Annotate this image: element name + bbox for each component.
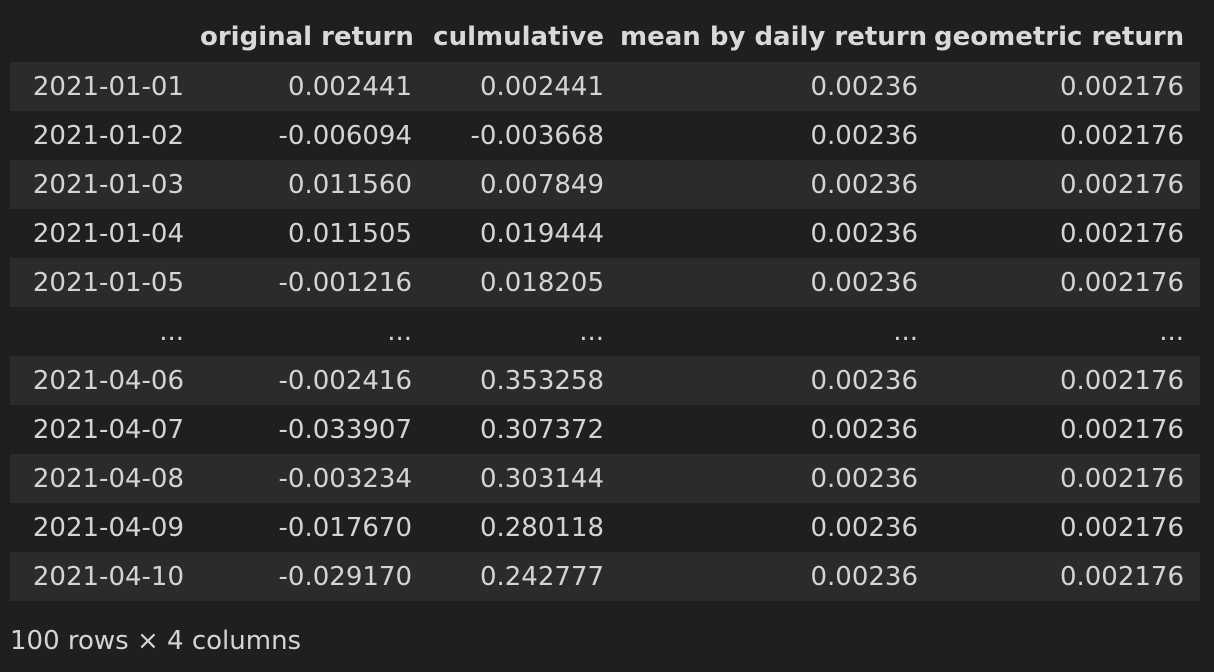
- table-cell: ...: [579, 316, 604, 347]
- table-cell: 0.00236: [810, 120, 918, 151]
- row-index: 2021-04-10: [32, 561, 184, 592]
- table-cell: 0.00236: [810, 169, 918, 200]
- header-row: original return culmulative mean by dail…: [10, 12, 1200, 62]
- table-cell: 0.00236: [810, 267, 918, 298]
- table-cell: -0.017670: [278, 512, 412, 543]
- table-cell: 0.011505: [287, 218, 412, 249]
- row-index: 2021-01-04: [32, 218, 184, 249]
- table-cell: 0.002176: [1059, 365, 1184, 396]
- table-cell: -0.003234: [278, 463, 412, 494]
- row-index: ...: [159, 316, 184, 347]
- table-cell: 0.002176: [1059, 512, 1184, 543]
- row-index: 2021-01-03: [32, 169, 184, 200]
- row-index: 2021-01-05: [32, 267, 184, 298]
- row-index: 2021-01-01: [32, 71, 184, 102]
- table-row: 2021-01-02 -0.006094 -0.003668 0.00236 0…: [10, 111, 1200, 160]
- table-cell: 0.00236: [810, 561, 918, 592]
- column-header-original-return: original return: [200, 12, 428, 62]
- table-cell: ...: [1159, 316, 1184, 347]
- table-cell: -0.029170: [278, 561, 412, 592]
- table-cell: 0.002176: [1059, 561, 1184, 592]
- column-header-mean-by-daily-return: mean by daily return: [620, 12, 934, 62]
- table-cell: 0.00236: [810, 463, 918, 494]
- table-cell: ...: [893, 316, 918, 347]
- table-cell: 0.00236: [810, 414, 918, 445]
- table-row: 2021-01-04 0.011505 0.019444 0.00236 0.0…: [10, 209, 1200, 258]
- table-cell: 0.353258: [479, 365, 604, 396]
- table-cell: 0.00236: [810, 512, 918, 543]
- table-cell: 0.00236: [810, 71, 918, 102]
- column-header-culmulative: culmulative: [428, 12, 620, 62]
- table-row: 2021-04-06 -0.002416 0.353258 0.00236 0.…: [10, 356, 1200, 405]
- row-index: 2021-04-06: [32, 365, 184, 396]
- table-cell: 0.303144: [479, 463, 604, 494]
- table-cell: 0.002176: [1059, 463, 1184, 494]
- table-row: 2021-04-09 -0.017670 0.280118 0.00236 0.…: [10, 503, 1200, 552]
- table-cell: 0.00236: [810, 218, 918, 249]
- table-cell: 0.011560: [287, 169, 412, 200]
- table-cell: 0.002176: [1059, 267, 1184, 298]
- dataframe-table: original return culmulative mean by dail…: [10, 12, 1200, 601]
- table-cell: 0.002176: [1059, 218, 1184, 249]
- dataframe-output: original return culmulative mean by dail…: [10, 12, 1202, 601]
- dataframe-shape-summary: 100 rows × 4 columns: [10, 626, 302, 656]
- table-cell: 0.002176: [1059, 120, 1184, 151]
- table-row: 2021-01-01 0.002441 0.002441 0.00236 0.0…: [10, 62, 1200, 111]
- table-row: 2021-01-03 0.011560 0.007849 0.00236 0.0…: [10, 160, 1200, 209]
- table-cell: -0.001216: [278, 267, 412, 298]
- table-row: 2021-04-08 -0.003234 0.303144 0.00236 0.…: [10, 454, 1200, 503]
- row-index: 2021-04-09: [32, 512, 184, 543]
- table-cell: -0.002416: [278, 365, 412, 396]
- ellipsis-row: ... ... ... ... ...: [10, 307, 1200, 356]
- table-cell: 0.002441: [287, 71, 412, 102]
- table-cell: 0.002176: [1059, 169, 1184, 200]
- table-cell: 0.002176: [1059, 414, 1184, 445]
- column-header-geometric-return: geometric return: [934, 12, 1200, 62]
- table-row: 2021-04-10 -0.029170 0.242777 0.00236 0.…: [10, 552, 1200, 601]
- row-index: 2021-01-02: [32, 120, 184, 151]
- index-header: [10, 12, 200, 62]
- table-cell: 0.002441: [479, 71, 604, 102]
- table-cell: -0.006094: [278, 120, 412, 151]
- table-cell: 0.007849: [479, 169, 604, 200]
- table-row: 2021-04-07 -0.033907 0.307372 0.00236 0.…: [10, 405, 1200, 454]
- table-cell: 0.280118: [479, 512, 604, 543]
- table-cell: -0.033907: [278, 414, 412, 445]
- table-cell: 0.00236: [810, 365, 918, 396]
- table-cell: -0.003668: [470, 120, 604, 151]
- table-cell: 0.307372: [479, 414, 604, 445]
- table-cell: 0.018205: [479, 267, 604, 298]
- table-row: 2021-01-05 -0.001216 0.018205 0.00236 0.…: [10, 258, 1200, 307]
- table-cell: ...: [387, 316, 412, 347]
- row-index: 2021-04-08: [32, 463, 184, 494]
- table-cell: 0.242777: [479, 561, 604, 592]
- row-index: 2021-04-07: [32, 414, 184, 445]
- table-cell: 0.002176: [1059, 71, 1184, 102]
- table-cell: 0.019444: [479, 218, 604, 249]
